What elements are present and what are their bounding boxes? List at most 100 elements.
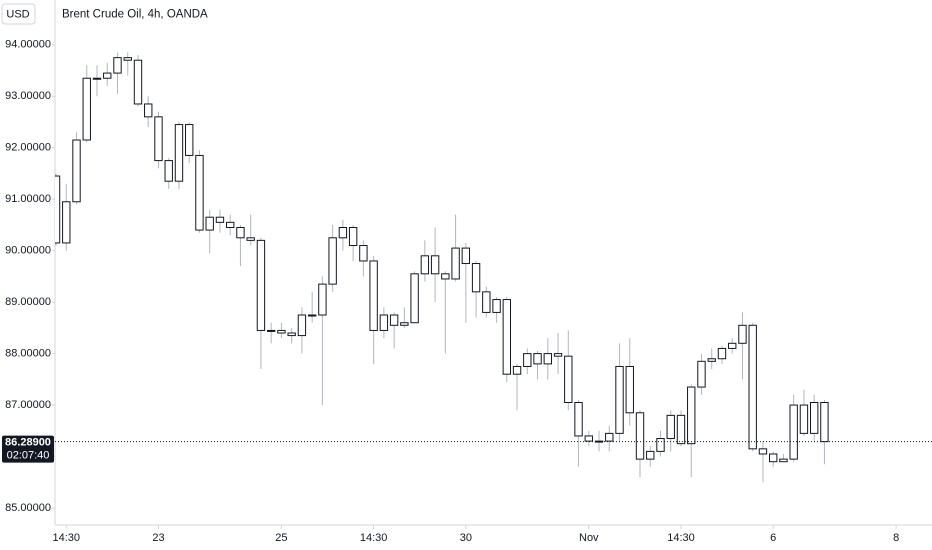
candle-body [697, 360, 706, 388]
candle-body [307, 314, 317, 317]
candle-body [430, 255, 440, 275]
candle-body [113, 57, 122, 74]
candle-body [256, 239, 266, 331]
candle-body [389, 314, 399, 326]
candle-body [72, 139, 81, 203]
candle-body [687, 386, 696, 445]
currency-box[interactable]: USD [1, 3, 36, 25]
candle-body [123, 57, 132, 61]
candle-body [553, 353, 563, 357]
candle-body [226, 221, 235, 228]
candle-body [799, 404, 809, 434]
x-tick-label: 8 [893, 532, 899, 544]
x-tick-label: 25 [275, 532, 287, 544]
candle-body [789, 404, 798, 460]
candle-body [451, 247, 460, 280]
candle-body [215, 216, 225, 223]
candle-body [707, 358, 716, 362]
candle-body [185, 124, 194, 156]
candle-body [195, 154, 204, 231]
candle-body [379, 314, 389, 331]
candle-body [348, 227, 358, 247]
candle-body [318, 283, 327, 316]
candle-body [236, 227, 245, 239]
x-tick-label: 23 [152, 532, 164, 544]
candle-body [164, 160, 173, 182]
candle-body [656, 438, 665, 452]
candle-body [62, 201, 71, 244]
y-tick-label: 89.00000 [5, 296, 51, 308]
candle-body [646, 450, 655, 460]
candle-body [809, 402, 819, 434]
candle-body [82, 77, 91, 141]
candle-body [205, 216, 214, 231]
candle-body [666, 414, 675, 440]
chart-title: Brent Crude Oil, 4h, OANDA [62, 9, 208, 21]
candle-body [482, 291, 491, 313]
candle-body [133, 59, 143, 105]
y-tick-label: 85.00000 [5, 502, 51, 514]
axes: 85.0000086.0000087.0000088.0000089.00000… [2, 39, 899, 544]
candle-body [410, 273, 419, 324]
candle-body [615, 365, 624, 434]
x-tick-label: 6 [770, 532, 776, 544]
x-tick-label: 14:30 [667, 532, 695, 544]
y-tick-label: 87.00000 [5, 399, 51, 411]
candle-body [92, 77, 102, 80]
candle-body [359, 245, 368, 262]
y-tick-label: 88.00000 [5, 348, 51, 360]
currency[interactable]: USD [6, 8, 29, 20]
candle-body [328, 237, 337, 285]
currency-frame[interactable] [1, 3, 36, 25]
candle-body [717, 347, 727, 360]
y-tick-label: 90.00000 [5, 245, 51, 257]
y-tick-label: 93.00000 [5, 90, 51, 102]
candle-body [154, 116, 163, 162]
candle-body [574, 402, 583, 437]
candle-body [338, 227, 348, 239]
y-tick-label: 94.00000 [5, 39, 51, 51]
candle-body [533, 353, 542, 365]
plot-area [55, 52, 932, 483]
candle-body [103, 72, 112, 79]
last-price-label: 86.28900 [5, 437, 51, 449]
candle-body [297, 314, 307, 337]
candle-body [584, 435, 593, 442]
candle-body [820, 402, 829, 443]
candle-body [635, 412, 645, 460]
candle-body [369, 260, 378, 331]
candle-body [769, 453, 778, 463]
candle-body [174, 124, 184, 182]
candle-body [738, 324, 747, 344]
candle-body [543, 353, 552, 365]
y-tick-label: 91.00000 [5, 193, 51, 205]
candle-body [625, 365, 634, 414]
x-tick-label: 14:30 [53, 532, 81, 544]
candle-body [246, 237, 255, 241]
candle-body [758, 448, 768, 455]
candle-body [512, 365, 522, 375]
x-tick-label: 30 [460, 532, 472, 544]
candle-body [492, 299, 501, 313]
last-price-box [2, 435, 54, 463]
candle-body [277, 329, 286, 334]
candle-body [55, 175, 61, 244]
x-tick-label: 14:30 [360, 532, 388, 544]
candle-body [266, 329, 276, 332]
candle-body [748, 324, 757, 450]
candle-body [779, 458, 788, 463]
candle-body [676, 414, 686, 445]
candle-body [605, 432, 614, 442]
y-tick-label: 92.00000 [5, 142, 51, 154]
candle-body [287, 332, 296, 337]
x-tick-label: Nov [579, 532, 599, 544]
candle-body [400, 322, 409, 326]
candle-body [502, 299, 512, 375]
candle-body [420, 255, 430, 275]
candle-body [471, 263, 481, 293]
candle-body [564, 355, 573, 404]
candle-body [523, 353, 532, 367]
candle-body [728, 342, 737, 349]
